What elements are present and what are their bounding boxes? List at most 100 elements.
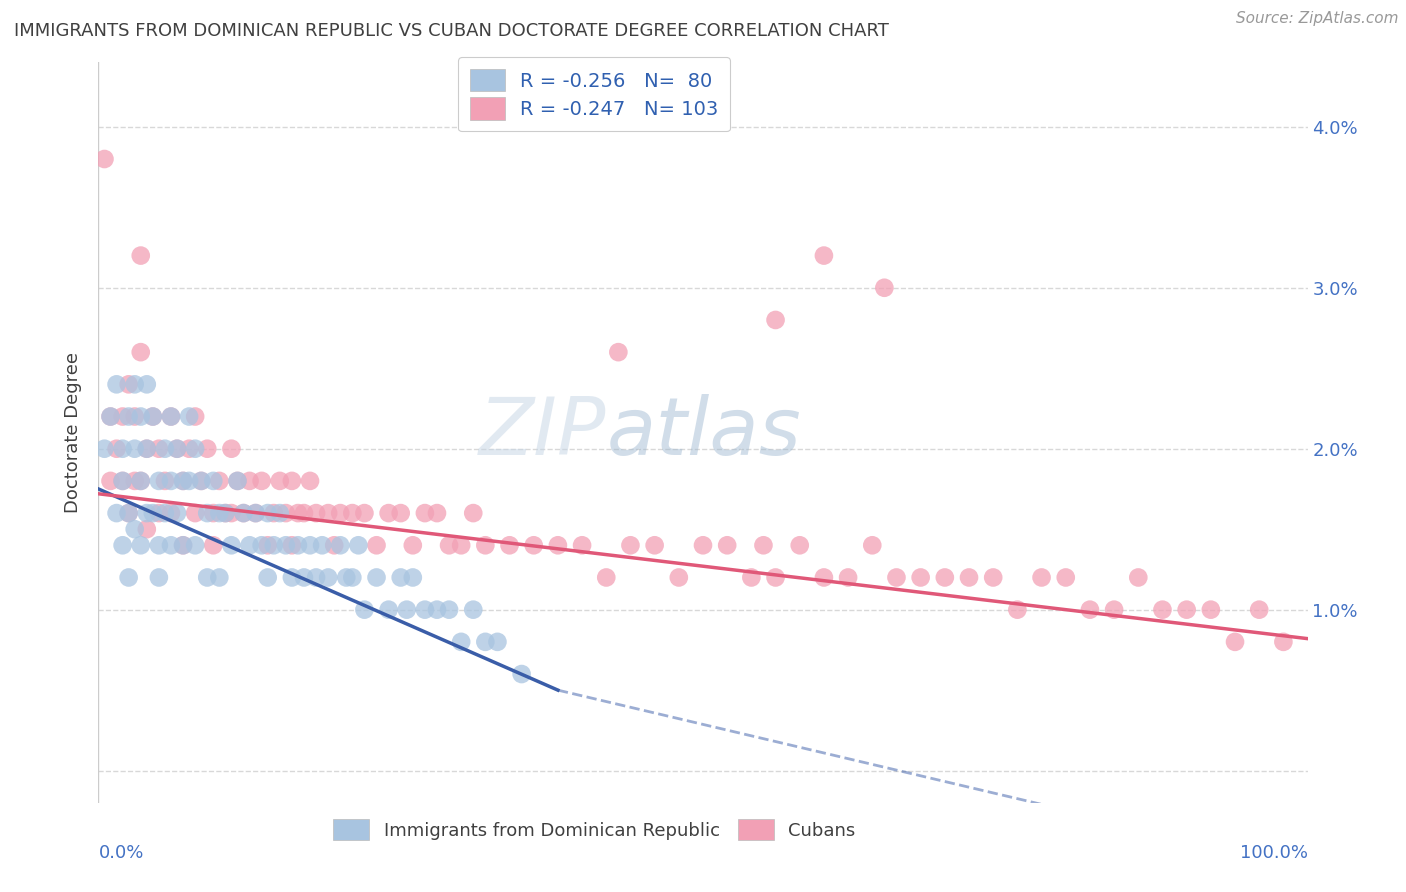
Point (202, 538, 225, 552)
Point (765, 570, 787, 584)
Point (184, 506, 207, 520)
Point (142, 409, 165, 424)
Point (668, 570, 690, 584)
Point (172, 474, 194, 488)
Point (934, 570, 956, 584)
Point (595, 570, 617, 584)
Point (93, 442, 115, 456)
Point (118, 506, 141, 520)
Text: 0.0%: 0.0% (98, 844, 143, 862)
Point (195, 570, 218, 584)
Point (202, 506, 225, 520)
Point (1054, 570, 1077, 584)
Point (316, 506, 339, 520)
Point (287, 506, 309, 520)
Point (256, 506, 278, 520)
Point (957, 570, 980, 584)
Point (450, 538, 472, 552)
Point (100, 409, 122, 424)
Point (208, 506, 231, 520)
Point (523, 538, 546, 552)
Point (740, 570, 762, 584)
Point (463, 602, 485, 616)
Point (129, 249, 152, 263)
Point (274, 538, 297, 552)
Point (1078, 602, 1101, 616)
Point (142, 506, 165, 520)
Point (263, 538, 285, 552)
Point (135, 442, 157, 456)
Point (245, 506, 267, 520)
Point (463, 506, 485, 520)
Point (166, 442, 188, 456)
Legend: Immigrants from Dominican Republic, Cubans: Immigrants from Dominican Republic, Cuba… (323, 811, 865, 849)
Point (184, 538, 207, 552)
Point (239, 474, 262, 488)
Point (389, 506, 412, 520)
Point (1199, 602, 1222, 616)
Point (135, 442, 157, 456)
Point (752, 538, 775, 552)
Point (148, 538, 170, 552)
Point (118, 570, 141, 584)
Point (124, 409, 146, 424)
Point (239, 538, 262, 552)
Point (377, 506, 399, 520)
Text: ZIP: ZIP (479, 393, 606, 472)
Point (172, 538, 194, 552)
Point (172, 474, 194, 488)
Point (402, 570, 425, 584)
Point (118, 409, 141, 424)
Point (153, 442, 176, 456)
Point (299, 474, 322, 488)
Point (395, 602, 418, 616)
Point (129, 409, 152, 424)
Point (571, 538, 593, 552)
Y-axis label: Doctorate Degree: Doctorate Degree (65, 352, 83, 513)
Point (179, 474, 201, 488)
Point (226, 474, 249, 488)
Point (124, 442, 146, 456)
Point (195, 506, 218, 520)
Point (1102, 602, 1125, 616)
Point (195, 442, 218, 456)
Point (124, 474, 146, 488)
Point (413, 602, 436, 616)
Text: IMMIGRANTS FROM DOMINICAN REPUBLIC VS CUBAN DOCTORATE DEGREE CORRELATION CHART: IMMIGRANTS FROM DOMINICAN REPUBLIC VS CU… (14, 22, 889, 40)
Point (166, 442, 188, 456)
Point (716, 538, 738, 552)
Point (256, 538, 278, 552)
Point (335, 570, 357, 584)
Text: 100.0%: 100.0% (1240, 844, 1308, 862)
Point (142, 409, 165, 424)
Point (860, 538, 883, 552)
Point (287, 538, 309, 552)
Point (281, 474, 304, 488)
Point (153, 506, 176, 520)
Point (1128, 570, 1150, 584)
Point (166, 506, 188, 520)
Point (292, 570, 315, 584)
Point (129, 474, 152, 488)
Point (486, 635, 509, 649)
Point (305, 506, 328, 520)
Point (474, 538, 496, 552)
Point (221, 538, 243, 552)
Point (208, 570, 231, 584)
Point (221, 442, 243, 456)
Point (644, 538, 666, 552)
Point (135, 522, 157, 536)
Point (1175, 602, 1198, 616)
Point (311, 538, 333, 552)
Point (342, 570, 364, 584)
Point (1272, 635, 1295, 649)
Point (179, 409, 201, 424)
Point (148, 570, 170, 584)
Point (437, 538, 460, 552)
Point (118, 506, 141, 520)
Point (813, 249, 835, 263)
Point (250, 538, 273, 552)
Point (93, 152, 115, 166)
Point (129, 474, 152, 488)
Point (184, 409, 207, 424)
